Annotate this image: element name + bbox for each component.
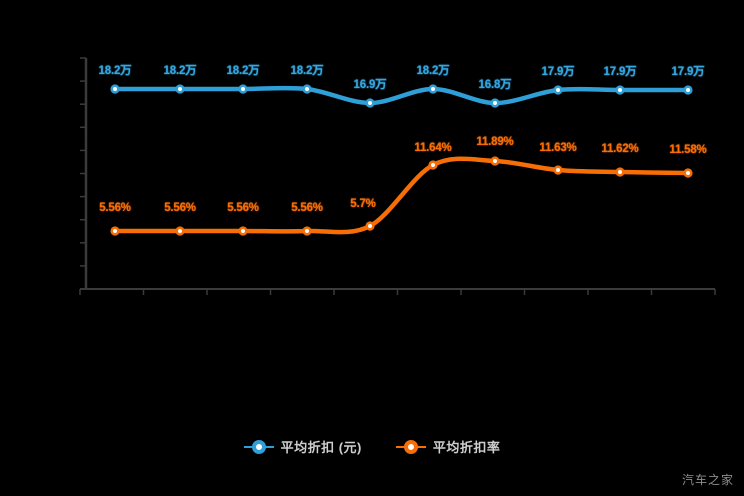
axis-group — [79, 57, 716, 295]
data-label: 16.8万 — [478, 79, 512, 91]
chart-legend: 平均折扣 (元) 平均折扣率 — [0, 437, 744, 456]
line-series-blue — [112, 85, 691, 106]
data-label: 17.9万 — [541, 66, 575, 78]
data-label: 5.7% — [350, 198, 376, 210]
legend-item-orange[interactable]: 平均折扣率 — [395, 437, 501, 456]
data-label: 16.9万 — [353, 79, 387, 91]
legend-item-blue[interactable]: 平均折扣 (元) — [243, 437, 362, 456]
markers-blue — [110, 84, 693, 108]
line-series-orange — [112, 156, 691, 235]
data-label: 11.63% — [539, 142, 577, 154]
watermark: 汽车之家 — [681, 473, 734, 487]
circle-marker-blue-icon — [243, 439, 274, 455]
series-group — [110, 84, 693, 236]
data-label: 11.62% — [601, 143, 639, 155]
circle-marker-orange-icon — [395, 439, 426, 455]
data-label: 11.58% — [669, 144, 707, 156]
data-label: 17.9万 — [671, 66, 705, 78]
data-label: 5.56% — [164, 202, 196, 214]
data-label: 5.56% — [99, 202, 131, 214]
data-label: 18.2万 — [290, 65, 324, 77]
data-label: 18.2万 — [98, 65, 132, 77]
data-label: 17.9万 — [603, 66, 637, 78]
x-axis-ticks — [79, 289, 716, 295]
data-label: 18.2万 — [163, 65, 197, 77]
legend-label-blue: 平均折扣 (元) — [280, 440, 362, 455]
legend-label-orange: 平均折扣率 — [432, 440, 501, 455]
y-axis-ticks — [80, 57, 86, 290]
data-label: 5.56% — [291, 202, 323, 214]
data-label: 5.56% — [227, 202, 259, 214]
data-label: 18.2万 — [416, 65, 450, 77]
data-label: 18.2万 — [226, 65, 260, 77]
data-label: 11.64% — [414, 142, 452, 154]
data-label: 11.89% — [476, 136, 514, 148]
markers-orange — [110, 156, 693, 236]
